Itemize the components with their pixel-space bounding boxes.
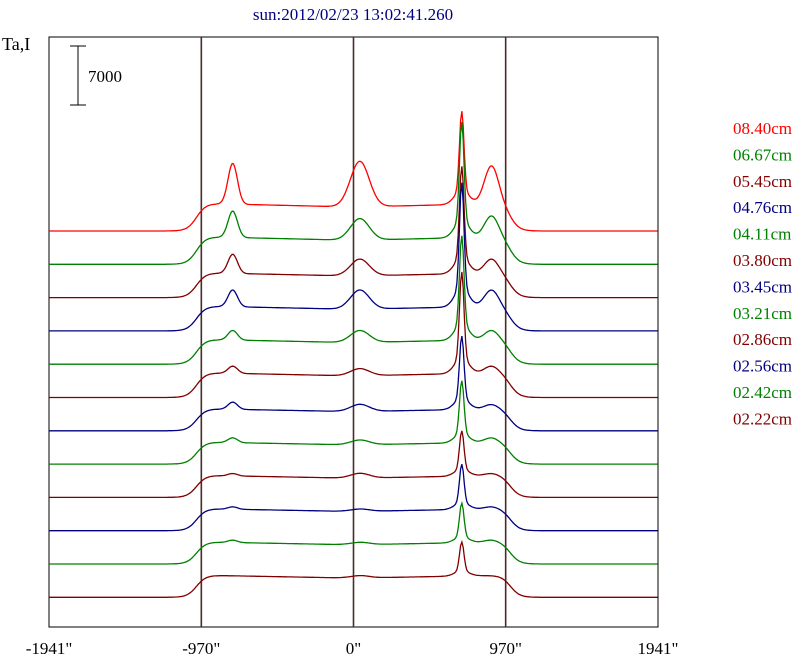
series-line <box>49 121 658 265</box>
legend-entry: 06.67cm <box>733 145 792 164</box>
legend-entry: 02.22cm <box>733 409 792 428</box>
legend-entry: 03.80cm <box>733 251 792 270</box>
legend-entry: 03.45cm <box>733 277 792 296</box>
series-line <box>49 539 658 598</box>
series-line <box>49 380 658 465</box>
x-tick-label: -1941" <box>26 639 73 658</box>
legend-entry: 02.56cm <box>733 357 792 376</box>
series-line <box>49 464 658 532</box>
series-line <box>49 235 658 365</box>
x-tick-label: 0" <box>346 639 361 658</box>
x-axis-ticks: -1941" -970" 0" 970" 1941" <box>26 639 679 658</box>
x-tick-label: 1941" <box>638 639 679 658</box>
legend-entry: 02.42cm <box>733 383 792 402</box>
legend-entry: 04.11cm <box>733 225 791 244</box>
series-line <box>49 335 658 432</box>
scale-bar: 7000 <box>70 45 122 106</box>
series-line <box>49 430 658 499</box>
legend-entry: 02.86cm <box>733 330 792 349</box>
series-line <box>49 500 658 565</box>
x-tick-label: 970" <box>489 639 521 658</box>
series-line <box>49 182 658 332</box>
legend-entry: 04.76cm <box>733 198 792 217</box>
reference-lines <box>200 37 507 627</box>
series-line <box>49 111 658 232</box>
legend-entry: 08.40cm <box>733 119 792 138</box>
series-traces <box>49 111 658 598</box>
legend-entry: 05.45cm <box>733 172 792 191</box>
chart-title: sun:2012/02/23 13:02:41.260 <box>253 5 453 24</box>
series-line <box>49 166 658 299</box>
series-line <box>49 271 658 399</box>
legend: 08.40cm 06.67cm 05.45cm 04.76cm 04.11cm 03.80… <box>733 119 792 428</box>
y-axis-label: Ta,I <box>2 34 30 54</box>
x-tick-label: -970" <box>182 639 220 658</box>
scale-bar-label: 7000 <box>88 67 122 86</box>
legend-entry: 03.21cm <box>733 304 792 323</box>
